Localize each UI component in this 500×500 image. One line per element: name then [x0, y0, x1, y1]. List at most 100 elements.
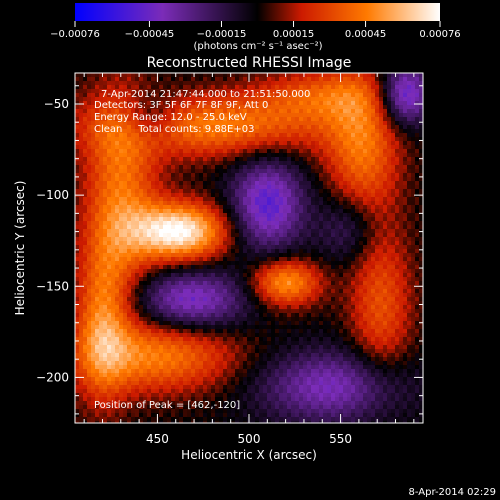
heatmap-cell	[231, 93, 236, 98]
heatmap-cell	[107, 345, 112, 350]
heatmap-cell	[167, 393, 172, 398]
heatmap-cell	[147, 89, 152, 94]
heatmap-cell	[179, 81, 184, 86]
heatmap-cell	[227, 401, 232, 406]
heatmap-cell	[111, 133, 116, 138]
heatmap-cell	[115, 333, 120, 338]
heatmap-cell	[143, 413, 148, 418]
heatmap-cell	[239, 141, 244, 146]
heatmap-cell	[191, 97, 196, 102]
heatmap-cell	[115, 101, 120, 106]
heatmap-cell	[111, 337, 116, 342]
heatmap-cell	[139, 209, 144, 214]
heatmap-cell	[159, 269, 164, 274]
heatmap-cell	[203, 225, 208, 230]
heatmap-cell	[215, 365, 220, 370]
heatmap-cell	[243, 265, 248, 270]
heatmap-cell	[175, 269, 180, 274]
heatmap-cell	[255, 153, 260, 158]
heatmap-cell	[231, 285, 236, 290]
heatmap-cell	[171, 365, 176, 370]
heatmap-cell	[163, 317, 168, 322]
heatmap-cell	[239, 365, 244, 370]
heatmap-cell	[183, 89, 188, 94]
heatmap-cell	[119, 397, 124, 402]
heatmap-cell	[287, 369, 292, 374]
heatmap-cell	[227, 337, 232, 342]
heatmap-cell	[171, 185, 176, 190]
heatmap-cell	[159, 373, 164, 378]
heatmap-cell	[151, 321, 156, 326]
heatmap-cell	[95, 193, 100, 198]
heatmap-cell	[99, 113, 104, 118]
heatmap-cell	[139, 125, 144, 130]
heatmap-cell	[135, 365, 140, 370]
heatmap-cell	[119, 121, 124, 126]
heatmap-cell	[95, 121, 100, 126]
heatmap-cell	[95, 233, 100, 238]
heatmap-cell	[287, 245, 292, 250]
heatmap-cell	[107, 125, 112, 130]
heatmap-cell	[123, 341, 128, 346]
heatmap-cell	[267, 165, 272, 170]
heatmap-cell	[135, 233, 140, 238]
heatmap-cell	[275, 221, 280, 226]
heatmap-cell	[295, 373, 300, 378]
heatmap-cell	[155, 317, 160, 322]
heatmap-cell	[75, 177, 80, 182]
heatmap-cell	[267, 97, 272, 102]
heatmap-cell	[231, 321, 236, 326]
heatmap-cell	[215, 77, 220, 82]
heatmap-cell	[203, 141, 208, 146]
heatmap-cell	[215, 225, 220, 230]
heatmap-cell	[87, 221, 92, 226]
heatmap-cell	[267, 401, 272, 406]
heatmap-cell	[291, 309, 296, 314]
heatmap-cell	[139, 313, 144, 318]
heatmap-cell	[199, 373, 204, 378]
heatmap-cell	[91, 417, 96, 422]
heatmap-cell	[187, 373, 192, 378]
heatmap-cell	[295, 261, 300, 266]
heatmap-cell	[267, 269, 272, 274]
heatmap-cell	[247, 193, 252, 198]
heatmap-cell	[75, 141, 80, 146]
heatmap-cell	[159, 177, 164, 182]
heatmap-cell	[243, 281, 248, 286]
heatmap-cell	[159, 281, 164, 286]
heatmap-cell	[275, 341, 280, 346]
heatmap-cell	[163, 73, 168, 78]
heatmap-cell	[175, 397, 180, 402]
heatmap-cell	[247, 209, 252, 214]
heatmap-cell	[159, 117, 164, 122]
heatmap-cell	[295, 341, 300, 346]
heatmap-cell	[187, 285, 192, 290]
heatmap-cell	[251, 117, 256, 122]
heatmap-cell	[259, 261, 264, 266]
heatmap-cell	[103, 345, 108, 350]
heatmap-cell	[195, 285, 200, 290]
heatmap-cell	[279, 393, 284, 398]
heatmap-cell	[107, 393, 112, 398]
heatmap-cell	[195, 197, 200, 202]
heatmap-cell	[131, 269, 136, 274]
heatmap-cell	[167, 201, 172, 206]
heatmap-cell	[199, 321, 204, 326]
heatmap-cell	[167, 205, 172, 210]
heatmap-cell	[111, 101, 116, 106]
heatmap-cell	[215, 157, 220, 162]
heatmap-cell	[267, 149, 272, 154]
heatmap-cell	[155, 97, 160, 102]
heatmap-cell	[295, 393, 300, 398]
heatmap-cell	[171, 313, 176, 318]
heatmap-cell	[91, 209, 96, 214]
heatmap-cell	[207, 129, 212, 134]
heatmap-cell	[227, 317, 232, 322]
heatmap-cell	[207, 257, 212, 262]
heatmap-cell	[75, 85, 80, 90]
heatmap-cell	[207, 201, 212, 206]
heatmap-cell	[223, 225, 228, 230]
heatmap-cell	[223, 309, 228, 314]
heatmap-cell	[171, 133, 176, 138]
heatmap-cell	[227, 277, 232, 282]
